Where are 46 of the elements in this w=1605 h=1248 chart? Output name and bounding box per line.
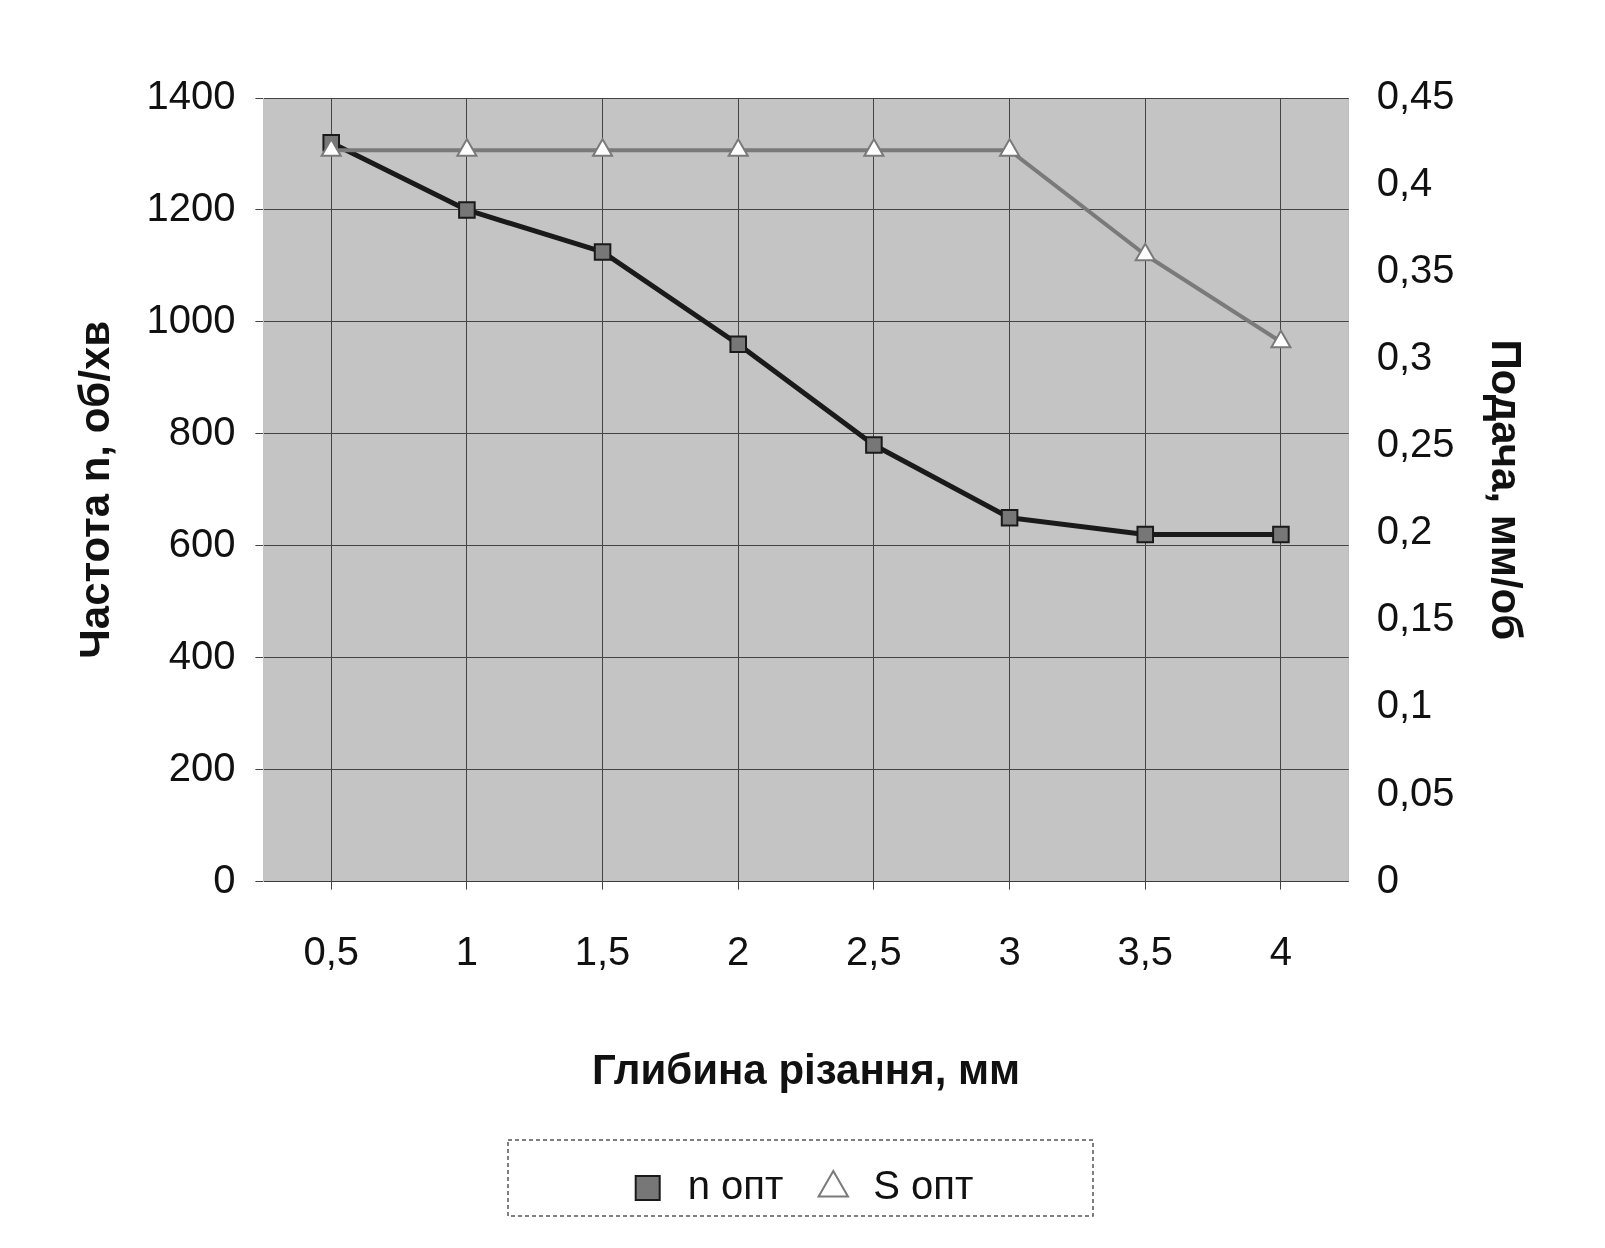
- point: [729, 335, 748, 354]
- point: [863, 138, 885, 157]
- y2-tick-label: 0,15: [1376, 595, 1455, 640]
- legend-label: n опт: [687, 1163, 784, 1208]
- x-tick-label: 2,5: [846, 928, 902, 973]
- x-tick-label: 3: [998, 928, 1021, 973]
- point: [1270, 329, 1292, 349]
- point: [320, 138, 342, 157]
- point: [592, 138, 614, 157]
- y-tick-label: 400: [168, 632, 236, 677]
- x-tick-label: 1,5: [574, 928, 631, 973]
- x-tick-label: 4: [1269, 928, 1293, 973]
- x-tick-label: 1: [455, 928, 479, 973]
- x-tick-label: 2: [727, 928, 750, 973]
- y2-tick-label: 0: [1376, 856, 1399, 901]
- x-tick-label: 3,5: [1117, 928, 1174, 973]
- point: [1136, 525, 1155, 544]
- y-tick-label: 600: [168, 520, 236, 565]
- point: [1272, 525, 1290, 544]
- point: [458, 201, 476, 219]
- y-tick-label: 0: [213, 856, 236, 901]
- y-axis-title: Частота n, об/хв: [70, 320, 118, 659]
- y2-axis-title: Подача, мм/об: [1483, 339, 1531, 641]
- point: [865, 436, 883, 454]
- y2-tick-label: 0,1: [1376, 682, 1433, 727]
- y2-tick-label: 0,3: [1376, 334, 1433, 379]
- y2-tick-label: 0,05: [1376, 769, 1455, 814]
- y-tick-label: 1000: [146, 296, 236, 341]
- point: [593, 243, 612, 261]
- point: [999, 138, 1021, 157]
- y-tick-label: 1200: [146, 184, 236, 229]
- y2-tick-label: 0,2: [1376, 508, 1433, 553]
- y-tick-label: 200: [168, 744, 236, 789]
- x-tick-label: 0,5: [303, 928, 360, 973]
- y2-tick-label: 0,25: [1376, 421, 1455, 466]
- point: [727, 138, 749, 157]
- y-tick-label: 800: [168, 408, 236, 453]
- point: [456, 138, 478, 157]
- y2-tick-label: 0,35: [1376, 247, 1455, 292]
- y2-tick-label: 0,45: [1376, 73, 1455, 118]
- legend-label: S опт: [873, 1163, 974, 1208]
- point: [1134, 242, 1156, 262]
- x-axis-title: Глибина різання, мм: [592, 1046, 1021, 1094]
- y-tick-label: 1400: [146, 73, 236, 118]
- point: [1000, 509, 1019, 527]
- y2-tick-label: 0,4: [1376, 160, 1433, 205]
